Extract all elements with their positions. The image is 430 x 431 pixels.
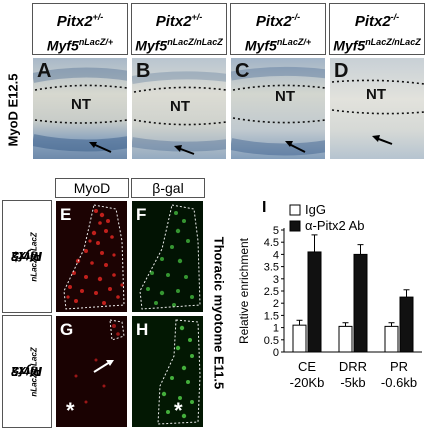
asterisk-marker-g: * <box>66 398 75 423</box>
x-tick-label: CE <box>298 359 316 374</box>
panel-letter-b: B <box>136 60 151 82</box>
arrow-icon <box>93 361 111 373</box>
enrichment-bar-chart: Relative enrichment 00.511.522.533.544.5… <box>237 202 422 390</box>
fluo-panel-e: E <box>55 200 128 313</box>
fluo-panel-h: H * <box>131 315 204 428</box>
legend-swatch <box>289 204 301 216</box>
genotype-gene: Myf5 <box>135 37 168 54</box>
nt-label-c: NT <box>275 88 295 105</box>
genotype-gene: Pitx2 <box>155 13 192 30</box>
bar <box>384 325 399 353</box>
myod-stain-image-e <box>63 204 125 310</box>
y-tick-label: 5 <box>273 225 279 237</box>
genotype-allele: +/- <box>92 12 104 22</box>
legend-label: IgG <box>305 202 326 217</box>
arrowhead-icon <box>89 142 97 148</box>
column-header-beta-gal: β-gal <box>131 178 205 198</box>
arrowhead-icon <box>174 145 182 152</box>
arrowhead-icon <box>372 135 380 142</box>
arrow-icon <box>288 143 306 153</box>
row-genotype-mutant: Pitx2 -/- Myf5 nLacZ/nLacZ <box>2 315 52 428</box>
legend-label: α-Pitx2 Ab <box>305 218 365 233</box>
y-tick-label: 1 <box>273 323 279 335</box>
myod-stage-label: MyoD E12.5 <box>0 60 26 160</box>
genotype-gene: Myf5 <box>46 37 79 54</box>
panel-letter-h: H <box>136 320 149 339</box>
y-tick-label: 4.5 <box>264 237 279 249</box>
y-tick-label: 2.5 <box>264 286 279 298</box>
row-genotype-wt-text: Pitx2 +/+ Myf5 nLacZ/nLacZ <box>11 231 43 282</box>
genotype-allele: -/- <box>390 12 400 22</box>
legend-swatch <box>289 220 301 232</box>
genotype-gene: Myf5 <box>244 37 277 54</box>
nt-label-b: NT <box>170 98 190 115</box>
embryo-panel-d: D NT <box>329 57 425 160</box>
x-tick-label: -5kb <box>340 375 365 390</box>
x-tick-label: DRR <box>339 359 367 374</box>
embryo-image-d <box>330 58 424 159</box>
panel-letter-d: D <box>334 60 349 82</box>
genotype-gene: Myf5 <box>333 37 366 54</box>
genotype-allele: nLacZ/+ <box>276 37 312 47</box>
fluo-panel-g: G * <box>55 315 128 428</box>
y-tick-label: 3.5 <box>264 262 279 274</box>
bar <box>399 296 414 353</box>
embryo-image-b <box>132 58 226 159</box>
x-tick-label: -20Kb <box>290 375 325 390</box>
embryo-image-a <box>33 58 127 159</box>
embryo-image-c <box>231 58 325 159</box>
y-axis-label: Relative enrichment <box>237 237 251 344</box>
embryo-panel-a: A NT <box>32 57 128 160</box>
arrow-icon <box>92 143 112 153</box>
arrowhead-icon <box>106 360 114 366</box>
thoracic-stage-label: Thoracic myotome E11.5 <box>211 200 227 426</box>
genotype-header-b: Pitx2+/- Myf5nLacZ/nLacZ <box>131 3 227 55</box>
embryo-panel-b: B NT <box>131 57 227 160</box>
y-tick-label: 4 <box>273 249 279 261</box>
panel-letter-c: C <box>235 60 250 82</box>
genotype-gene: Pitx2 <box>56 13 93 30</box>
nt-label-a: NT <box>71 96 91 113</box>
x-tick-label: -0.6kb <box>381 375 417 390</box>
arrowhead-icon <box>285 141 293 147</box>
myod-stage-text: MyoD E12.5 <box>5 73 21 147</box>
fluo-panel-f: F <box>131 200 204 313</box>
y-tick-label: 0.5 <box>264 335 279 347</box>
panel-letter-f: F <box>136 205 147 224</box>
betagal-stain-image-f <box>139 204 201 310</box>
panel-letter-i: I <box>262 199 267 216</box>
panel-letter-a: A <box>37 60 52 82</box>
nt-label-d: NT <box>366 86 386 103</box>
betagal-stain-image-h <box>157 319 201 425</box>
genotype-header-c: Pitx2-/- Myf5nLacZ/+ <box>230 3 326 55</box>
genotype-header-a: Pitx2+/- Myf5nLacZ/+ <box>32 3 128 55</box>
row-genotype-mutant-text: Pitx2 -/- Myf5 nLacZ/nLacZ <box>11 346 43 397</box>
y-tick-label: 2 <box>273 298 279 310</box>
genotype-allele: nLacZ/+ <box>78 37 114 47</box>
x-tick-label: PR <box>390 359 408 374</box>
column-header-myod: MyoD <box>55 178 129 198</box>
asterisk-marker-h: * <box>174 398 183 423</box>
genotype-allele: nLacZ/nLacZ <box>167 37 223 47</box>
myod-stain-image-g <box>74 319 125 404</box>
y-tick-label: 0 <box>273 347 279 359</box>
y-tick-label: 3 <box>273 274 279 286</box>
row-genotype-wt: Pitx2 +/+ Myf5 nLacZ/nLacZ <box>2 200 52 313</box>
genotype-gene: Pitx2 <box>354 13 391 30</box>
genotype-allele: nLacZ/nLacZ <box>365 37 421 47</box>
bar <box>292 324 307 353</box>
genotype-gene: Pitx2 <box>255 13 292 30</box>
bar <box>353 253 368 353</box>
y-tick-label: 1.5 <box>264 310 279 322</box>
bar <box>338 325 353 353</box>
embryo-panel-c: C NT <box>230 57 326 160</box>
genotype-allele: -/- <box>291 12 301 22</box>
panel-letter-e: E <box>60 205 72 224</box>
bar <box>307 251 322 353</box>
panel-letter-g: G <box>60 320 74 339</box>
genotype-allele: +/- <box>191 12 203 22</box>
genotype-header-d: Pitx2-/- Myf5nLacZ/nLacZ <box>329 3 425 55</box>
thoracic-stage-text: Thoracic myotome E11.5 <box>211 236 227 390</box>
